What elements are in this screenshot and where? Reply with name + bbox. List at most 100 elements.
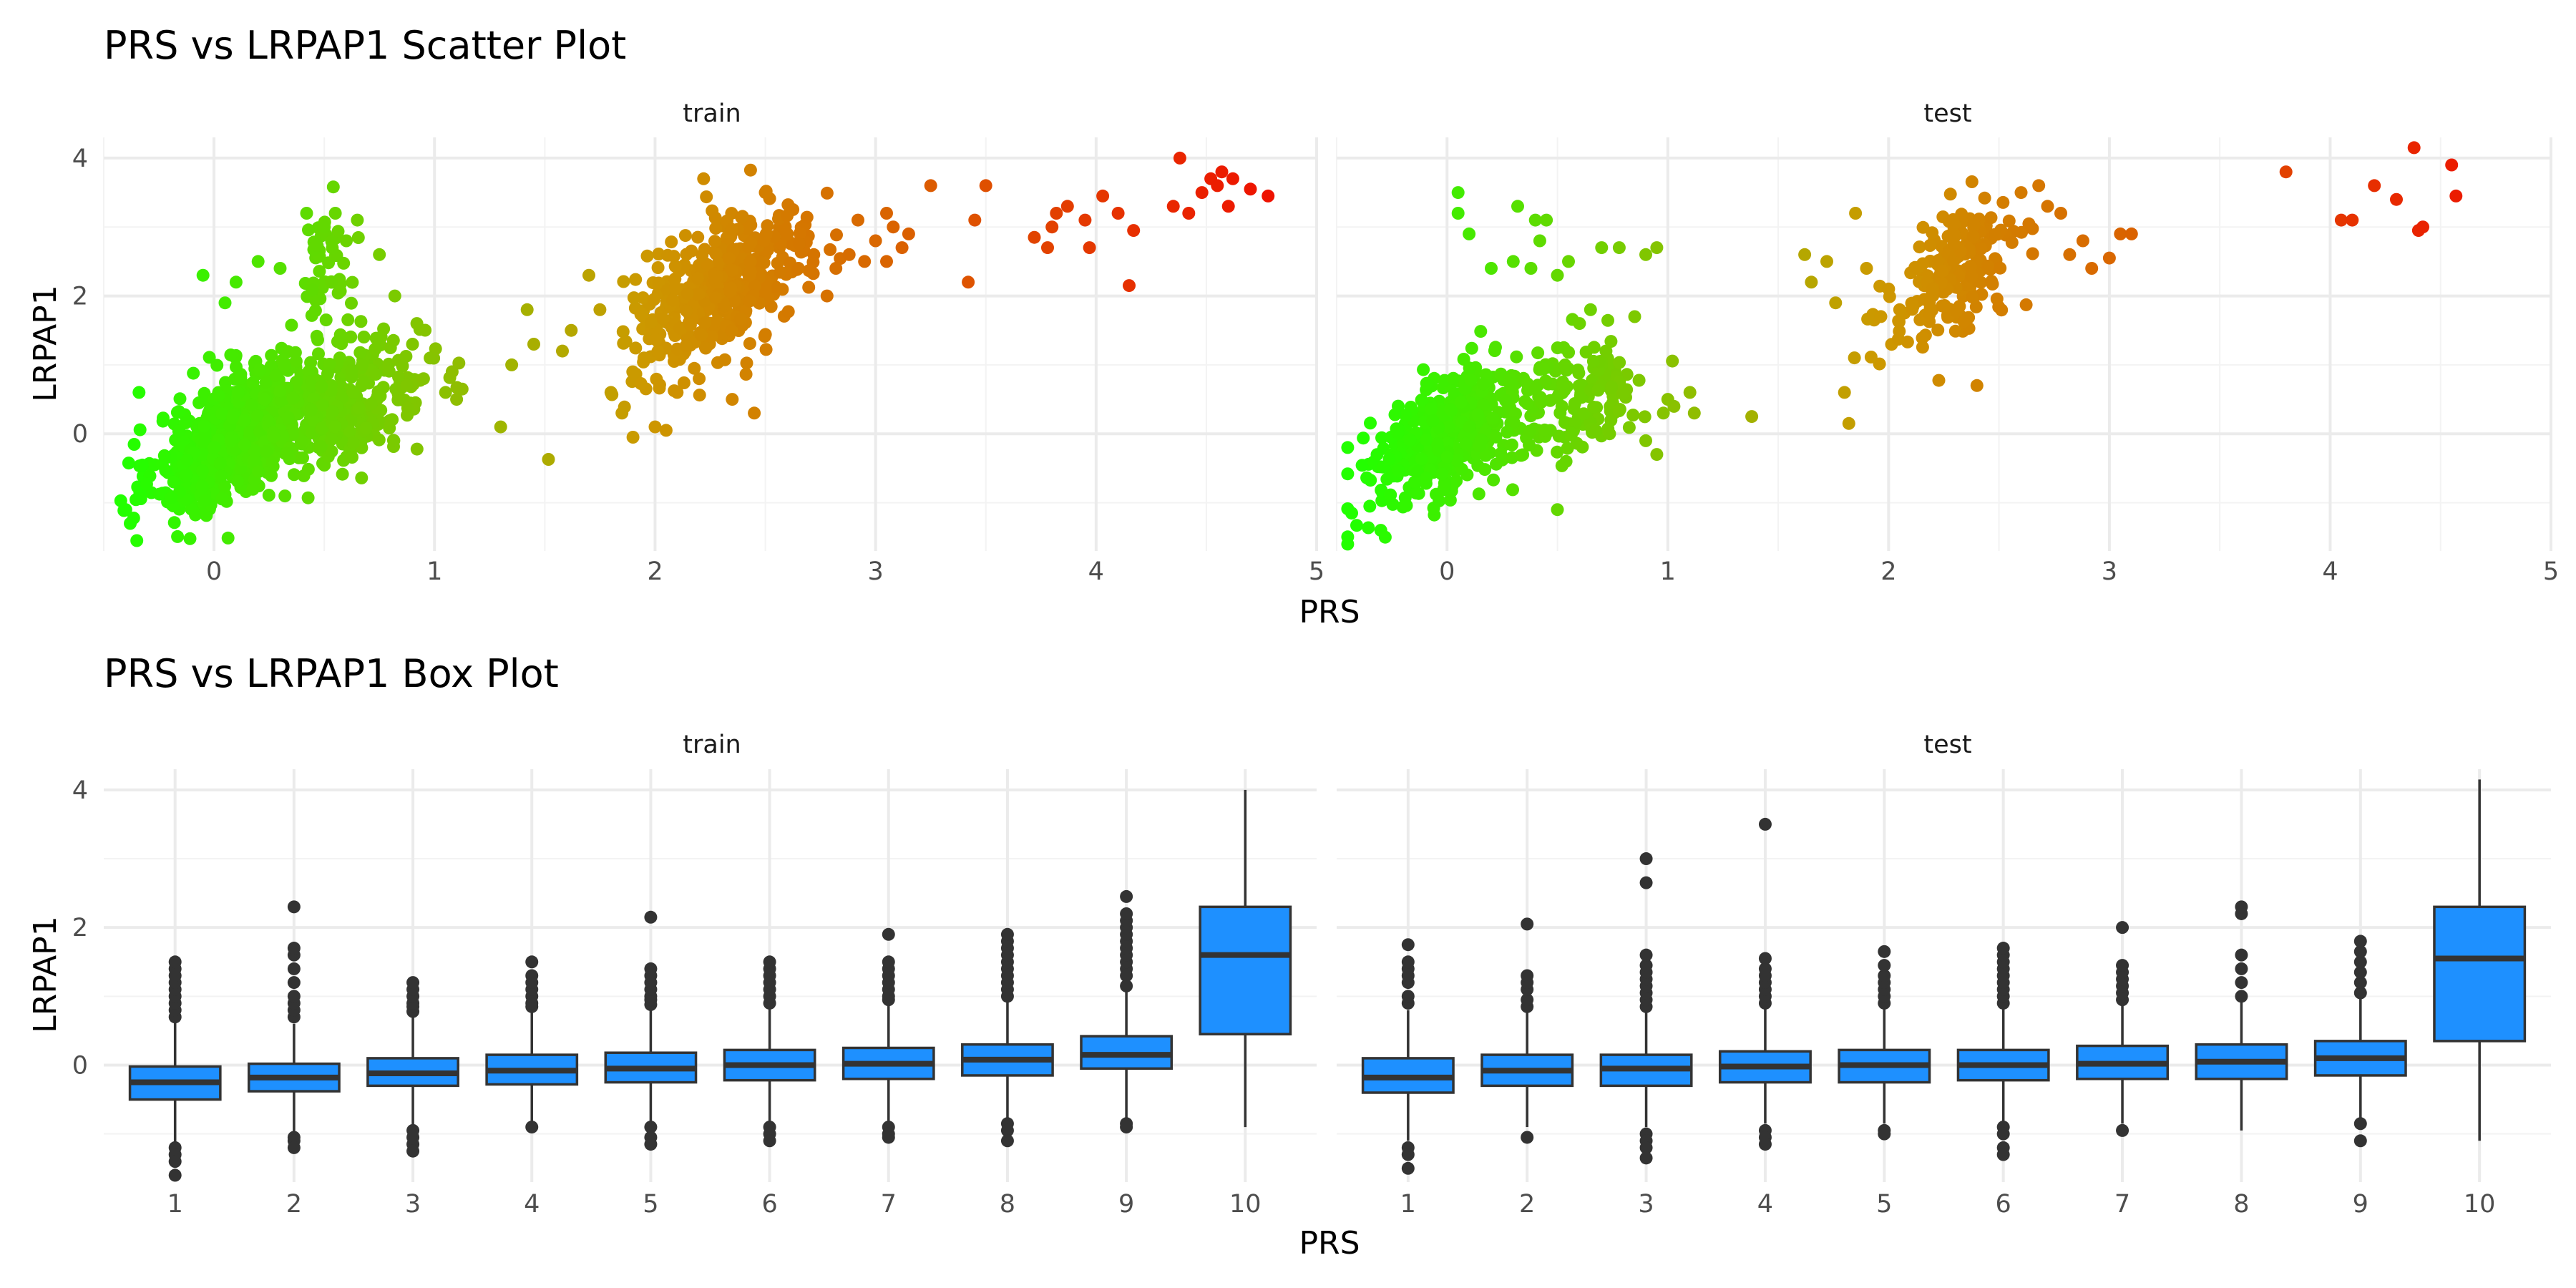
scatter-point <box>130 534 144 547</box>
box-outlier <box>287 942 301 955</box>
scatter-point <box>1687 406 1701 420</box>
scatter-point <box>245 398 258 411</box>
scatter-point <box>1420 376 1433 390</box>
scatter-point <box>276 353 289 367</box>
scatter-point <box>700 190 713 204</box>
scatter-point <box>1683 386 1697 399</box>
scatter-point <box>1913 240 1926 254</box>
scatter-point <box>830 228 843 242</box>
scatter-point <box>644 316 658 329</box>
scatter-point <box>1355 459 1369 472</box>
x-tick-label: 4 <box>1757 1190 1773 1219</box>
scatter-point <box>1572 366 1586 380</box>
scatter-point <box>323 358 336 371</box>
box-outlier <box>287 962 301 975</box>
scatter-point <box>820 186 834 200</box>
scatter-point <box>593 303 607 316</box>
scatter-point <box>167 475 180 489</box>
box-outlier <box>882 927 895 941</box>
x-tick-label: 2 <box>1880 557 1896 586</box>
scatter-point <box>1511 200 1524 213</box>
scatter-point <box>364 397 378 411</box>
scatter-point <box>2124 227 2138 240</box>
scatter-point <box>224 434 238 447</box>
scatter-point <box>691 288 703 301</box>
scatter-point <box>1576 440 1589 454</box>
scatter-point <box>1589 424 1603 437</box>
scatter-point <box>250 409 264 423</box>
scatter-point <box>1551 503 1564 517</box>
x-tick-label: 1 <box>1400 1190 1416 1219</box>
scatter-point <box>1657 406 1670 420</box>
scatter-point <box>1364 416 1377 430</box>
scatter-point <box>1262 189 1275 203</box>
box-outlier <box>525 955 539 969</box>
scatter-point <box>667 250 680 263</box>
scatter-point <box>743 163 757 177</box>
scatter-point <box>1605 380 1618 394</box>
scatter-point <box>354 315 368 328</box>
scatter-strip-train: train <box>683 99 741 128</box>
scatter-point <box>1420 472 1433 485</box>
scatter-point <box>325 444 338 458</box>
scatter-point <box>1891 333 1905 346</box>
scatter-point <box>1650 448 1664 462</box>
box-outlier <box>168 1155 182 1169</box>
box-outlier <box>1878 959 1891 972</box>
scatter-point <box>331 225 345 238</box>
scatter-point <box>1932 374 1946 387</box>
scatter-y-axis-title: LRPAP1 <box>27 285 64 401</box>
box-outlier <box>1401 938 1415 952</box>
scatter-point <box>259 376 273 389</box>
scatter-point <box>309 238 323 252</box>
scatter-point <box>1244 182 1257 196</box>
scatter-point <box>1996 195 2010 209</box>
scatter-point <box>346 436 360 449</box>
scatter-point <box>306 283 319 297</box>
x-tick-label: 4 <box>2322 557 2338 586</box>
scatter-point <box>1382 452 1396 466</box>
scatter-point <box>2022 217 2036 230</box>
scatter-point <box>1083 241 1096 255</box>
x-tick-label: 8 <box>2233 1190 2249 1219</box>
scatter-point <box>369 368 383 381</box>
scatter-point <box>723 284 736 298</box>
scatter-point <box>1874 310 1888 323</box>
box-outlier <box>2116 921 2129 935</box>
scatter-point <box>341 313 355 326</box>
scatter-point <box>167 516 181 530</box>
box-outlier <box>406 976 420 990</box>
scatter-point <box>1362 521 1375 535</box>
scatter-point <box>1350 519 1363 532</box>
scatter-point <box>743 294 756 308</box>
scatter-point <box>1494 367 1508 381</box>
scatter-point <box>629 367 643 381</box>
scatter-point <box>1357 431 1370 445</box>
scatter-point <box>1893 315 1906 328</box>
scatter-point <box>325 433 338 447</box>
scatter-point <box>213 457 227 470</box>
x-tick-label: 5 <box>643 1190 658 1219</box>
scatter-point <box>352 401 366 415</box>
scatter-point <box>1111 207 1125 220</box>
scatter-point <box>565 323 578 337</box>
scatter-point <box>629 273 643 286</box>
scatter-point <box>1595 241 1609 255</box>
scatter-point <box>325 235 338 248</box>
box-outlier <box>882 1131 895 1144</box>
scatter-point <box>1529 381 1543 395</box>
scatter-point <box>739 368 753 381</box>
scatter-point <box>410 317 424 331</box>
scatter-point <box>1050 207 1063 220</box>
scatter-point <box>1060 200 1074 213</box>
scatter-point <box>1805 275 1818 289</box>
scatter-point <box>758 330 771 343</box>
scatter-point <box>1127 224 1141 238</box>
scatter-point <box>1451 207 1465 220</box>
scatter-point <box>382 364 396 378</box>
scatter-point <box>1479 449 1493 462</box>
scatter-point <box>697 172 711 185</box>
scatter-point <box>2114 227 2127 240</box>
scatter-point <box>691 230 705 244</box>
scatter-point <box>400 379 414 392</box>
